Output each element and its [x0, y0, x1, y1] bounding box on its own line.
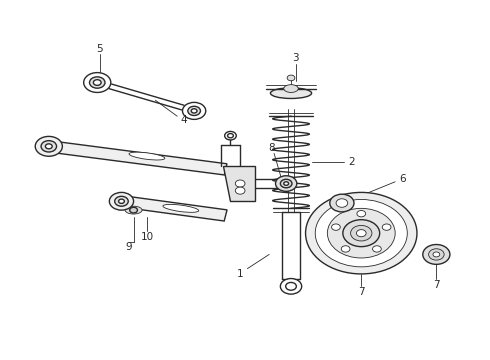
Ellipse shape	[129, 152, 165, 160]
Text: 4: 4	[180, 115, 187, 125]
Text: 10: 10	[141, 232, 154, 242]
Circle shape	[327, 208, 395, 258]
Circle shape	[275, 176, 297, 192]
Circle shape	[191, 109, 197, 113]
Text: 7: 7	[433, 280, 440, 289]
Circle shape	[90, 77, 105, 88]
Circle shape	[224, 131, 236, 140]
Polygon shape	[120, 196, 227, 221]
Circle shape	[351, 225, 372, 241]
Circle shape	[286, 283, 296, 290]
Ellipse shape	[125, 206, 142, 214]
Polygon shape	[48, 141, 227, 175]
Circle shape	[182, 102, 206, 120]
Circle shape	[35, 136, 62, 156]
Circle shape	[84, 73, 111, 93]
Circle shape	[119, 199, 124, 203]
Circle shape	[433, 252, 440, 257]
Circle shape	[330, 194, 354, 212]
Circle shape	[287, 75, 295, 81]
Circle shape	[41, 141, 56, 152]
Circle shape	[280, 279, 302, 294]
Text: 2: 2	[348, 157, 355, 167]
Circle shape	[130, 207, 138, 213]
Circle shape	[188, 106, 200, 116]
Circle shape	[372, 246, 381, 252]
Circle shape	[423, 244, 450, 264]
Ellipse shape	[163, 204, 198, 212]
Circle shape	[284, 182, 289, 185]
Text: 3: 3	[293, 53, 299, 63]
Text: 6: 6	[399, 174, 406, 184]
Circle shape	[382, 224, 391, 230]
Circle shape	[429, 249, 444, 260]
Text: 1: 1	[237, 269, 244, 279]
Circle shape	[109, 192, 134, 210]
Circle shape	[94, 80, 101, 85]
Text: 8: 8	[269, 143, 275, 153]
Circle shape	[306, 192, 417, 274]
Circle shape	[336, 199, 348, 207]
Circle shape	[341, 246, 350, 252]
Circle shape	[280, 179, 292, 188]
Circle shape	[343, 220, 380, 247]
Circle shape	[235, 187, 245, 194]
Ellipse shape	[270, 88, 312, 99]
Circle shape	[315, 199, 407, 267]
Text: 7: 7	[358, 287, 365, 297]
Text: 9: 9	[125, 242, 132, 252]
Circle shape	[357, 211, 366, 217]
Polygon shape	[223, 166, 255, 201]
Circle shape	[356, 230, 366, 237]
Ellipse shape	[284, 85, 298, 93]
Circle shape	[227, 134, 233, 138]
Circle shape	[332, 224, 340, 230]
Circle shape	[235, 180, 245, 187]
Text: 5: 5	[97, 44, 103, 54]
Circle shape	[46, 144, 52, 149]
Circle shape	[115, 196, 128, 206]
